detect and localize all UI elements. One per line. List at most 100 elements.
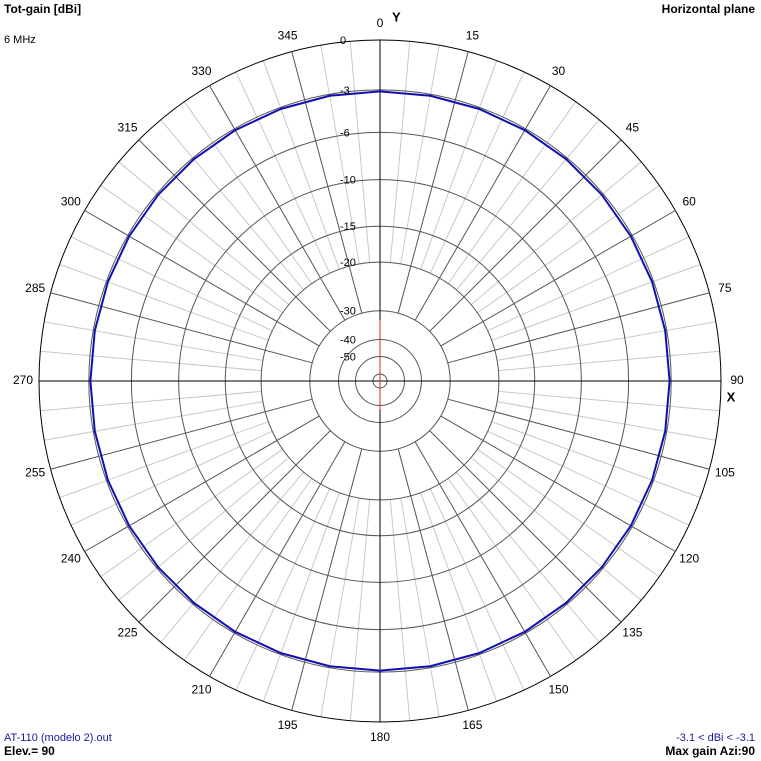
minor-spoke xyxy=(389,499,411,721)
angle-tick-label: 330 xyxy=(191,64,211,78)
minor-spoke xyxy=(429,488,525,691)
minor-spoke xyxy=(487,430,690,526)
angle-tick-label: 225 xyxy=(118,626,138,640)
angle-tick-label: 165 xyxy=(462,718,482,732)
grid-spoke xyxy=(291,51,363,314)
grid-spoke xyxy=(397,448,469,711)
r-tick-label: 0 xyxy=(340,35,346,47)
minor-spoke xyxy=(70,430,273,526)
minor-spoke xyxy=(320,45,360,264)
angle-tick-label: 300 xyxy=(61,195,81,209)
angle-tick-label: 120 xyxy=(679,552,699,566)
angle-tick-label: 60 xyxy=(682,195,696,209)
grid-spoke xyxy=(414,441,551,677)
angle-tick-label: 180 xyxy=(370,730,390,744)
minor-spoke xyxy=(160,119,304,291)
minor-spoke xyxy=(118,457,290,601)
minor-spoke xyxy=(235,488,331,691)
minor-spoke xyxy=(491,263,701,341)
legend-entry: AT-110 (modelo 2).out xyxy=(4,732,112,744)
minor-spoke xyxy=(497,401,716,441)
r-tick-label: -30 xyxy=(340,306,356,318)
grid-spoke xyxy=(209,85,346,321)
subtitle: 6 MHz xyxy=(4,34,36,46)
grid-spoke xyxy=(440,210,676,347)
minor-spoke xyxy=(420,60,498,270)
grid-spoke xyxy=(84,210,320,347)
angle-tick-label: 15 xyxy=(466,28,480,42)
r-tick-label: -3 xyxy=(340,85,350,97)
minor-spoke xyxy=(498,390,720,412)
minor-spoke xyxy=(400,498,440,717)
minor-spoke xyxy=(184,478,313,661)
plane-label: Horizontal plane xyxy=(662,2,756,16)
minor-spoke xyxy=(349,499,371,721)
angle-tick-label: 75 xyxy=(718,281,732,295)
grid-spoke xyxy=(138,430,331,623)
minor-spoke xyxy=(59,421,269,499)
minor-spoke xyxy=(420,492,498,702)
minor-spoke xyxy=(497,321,716,361)
minor-spoke xyxy=(262,492,340,702)
minor-spoke xyxy=(40,350,262,372)
max-gain-label: Max gain Azi:90 xyxy=(665,744,755,758)
minor-spoke xyxy=(456,471,600,643)
angle-tick-label: 0 xyxy=(377,16,384,30)
minor-spoke xyxy=(262,60,340,270)
angle-tick-label: 30 xyxy=(552,64,566,78)
y-axis-label: Y xyxy=(392,9,401,24)
r-tick-label: -20 xyxy=(340,257,356,269)
minor-spoke xyxy=(447,101,576,284)
grid-spoke xyxy=(429,139,622,332)
grid-spoke xyxy=(84,415,320,552)
grid-spoke xyxy=(291,448,363,711)
r-tick-label: -50 xyxy=(340,351,356,363)
minor-spoke xyxy=(477,448,660,577)
angle-tick-label: 240 xyxy=(61,552,81,566)
grid-spoke xyxy=(447,292,710,364)
minor-spoke xyxy=(160,471,304,643)
minor-spoke xyxy=(235,71,331,274)
minor-spoke xyxy=(100,185,283,314)
minor-spoke xyxy=(400,45,440,264)
x-axis-label: X xyxy=(727,389,736,404)
minor-spoke xyxy=(118,161,290,305)
minor-spoke xyxy=(429,71,525,274)
minor-spoke xyxy=(389,41,411,263)
r-tick-label: -10 xyxy=(340,175,356,187)
minor-spoke xyxy=(456,119,600,291)
minor-spoke xyxy=(44,401,263,441)
range-label: -3.1 < dBi < -3.1 xyxy=(676,732,755,744)
r-tick-label: -15 xyxy=(340,221,356,233)
angle-tick-label: 315 xyxy=(118,121,138,135)
minor-spoke xyxy=(349,41,371,263)
minor-spoke xyxy=(44,321,263,361)
angle-tick-label: 45 xyxy=(626,121,640,135)
angle-tick-label: 285 xyxy=(25,281,45,295)
angle-tick-label: 255 xyxy=(25,466,45,480)
grid-spoke xyxy=(138,139,331,332)
angle-tick-label: 150 xyxy=(548,682,568,696)
angle-tick-label: 195 xyxy=(278,718,298,732)
minor-spoke xyxy=(70,236,273,332)
minor-spoke xyxy=(487,236,690,332)
marks xyxy=(89,90,671,672)
elevation-label: Elev.= 90 xyxy=(4,744,55,758)
angle-tick-label: 90 xyxy=(730,373,744,387)
grid-spoke xyxy=(209,441,346,677)
grid-spoke xyxy=(440,415,676,552)
grid-spoke xyxy=(397,51,469,314)
minor-spoke xyxy=(184,101,313,284)
minor-spoke xyxy=(470,457,642,601)
pattern-trace xyxy=(89,90,671,672)
angle-tick-label: 105 xyxy=(715,466,735,480)
grid-spoke xyxy=(50,398,313,470)
minor-spoke xyxy=(59,263,269,341)
grid-spoke xyxy=(447,398,710,470)
minor-spoke xyxy=(477,185,660,314)
minor-spoke xyxy=(498,350,720,372)
minor-spoke xyxy=(40,390,262,412)
angle-tick-label: 345 xyxy=(278,28,298,42)
